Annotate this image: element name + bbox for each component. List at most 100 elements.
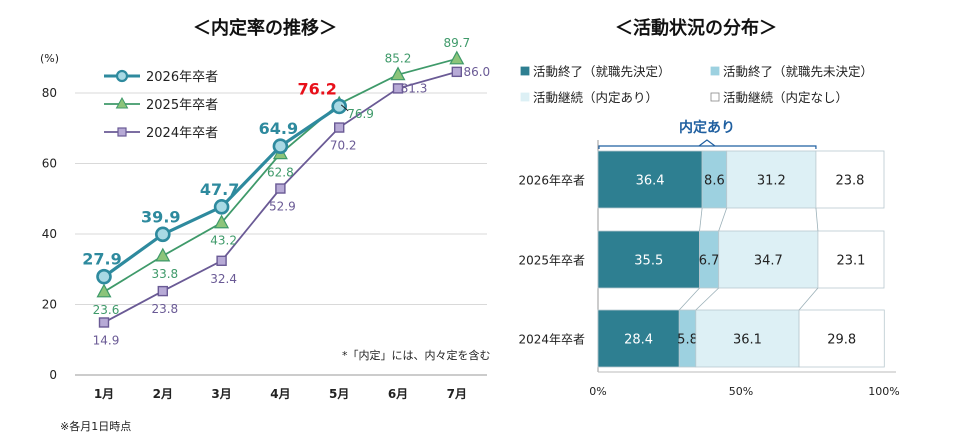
legend-label: 活動継続（内定なし） (723, 90, 848, 105)
data-label: 43.2 (210, 234, 237, 248)
connector-line (695, 287, 719, 311)
data-label: 76.2 (297, 79, 336, 98)
point-marker (155, 247, 171, 262)
x-tick-label: 4月 (270, 387, 290, 401)
line-chart-note: *「内定」には、内々定を含む (342, 349, 491, 362)
data-label: 34.7 (754, 254, 783, 269)
legend-marker (115, 96, 129, 109)
data-label: 14.9 (93, 333, 120, 347)
point-marker (96, 268, 112, 285)
point-marker (98, 317, 110, 328)
point-marker (275, 183, 286, 194)
connector-line (699, 207, 703, 232)
data-label: 47.7 (200, 180, 239, 199)
x-tick-label: 100% (868, 385, 899, 398)
y-tick-label: 20 (42, 298, 57, 312)
connector-line (815, 207, 819, 232)
legend-label: 活動終了（就職先決定） (533, 64, 671, 79)
bar-segment (817, 230, 885, 289)
x-tick-label: 7月 (447, 387, 467, 401)
data-label: 89.7 (443, 36, 470, 50)
x-tick-label: 50% (729, 385, 753, 398)
legend-label: 2026年卒者 (146, 70, 218, 85)
bar-segment (718, 230, 819, 289)
legend-marker (117, 127, 127, 137)
data-label: 29.8 (827, 333, 856, 348)
y-axis-unit-label: (%) (40, 52, 59, 65)
data-label: 31.2 (757, 174, 786, 189)
point-marker (449, 50, 465, 65)
data-label: 64.9 (259, 119, 298, 138)
connector-line (678, 287, 700, 311)
line-chart-title: ＜内定率の推移＞ (193, 18, 337, 39)
data-label: 39.9 (141, 207, 180, 226)
bar-segment (695, 309, 800, 368)
data-label: 5.8 (677, 333, 698, 348)
bar-chart-title: ＜活動状況の分布＞ (615, 18, 777, 39)
data-label: 76.9 (347, 107, 374, 121)
point-marker (96, 283, 112, 298)
legend-label: 2025年卒者 (146, 98, 218, 113)
y-tick-label: 40 (42, 227, 57, 241)
bracket (598, 145, 817, 149)
legend-marker (520, 92, 530, 102)
connector-line (718, 207, 728, 232)
legend-marker (115, 69, 129, 83)
bracket-label: 内定あり (679, 119, 735, 136)
data-label: 86.0 (463, 65, 490, 79)
legend-label: 活動継続（内定あり） (533, 90, 658, 105)
data-label: 32.4 (210, 272, 237, 286)
data-label: 36.4 (636, 174, 665, 189)
x-tick-label: 6月 (388, 387, 408, 401)
data-label: 70.2 (330, 139, 357, 153)
data-label: 52.9 (269, 200, 296, 214)
legend-marker (710, 92, 720, 102)
point-marker (214, 214, 230, 229)
x-tick-label: 5月 (329, 387, 349, 401)
bar-segment (726, 150, 817, 209)
bar-segment (597, 230, 700, 289)
data-label: 23.8 (835, 174, 864, 189)
bar-segment (597, 309, 680, 368)
connector-line (798, 287, 819, 311)
y-tick-label: 0 (49, 368, 57, 382)
data-label: 23.8 (151, 302, 178, 316)
point-marker (216, 255, 227, 266)
y-tick-label: 60 (42, 157, 57, 171)
x-tick-label: 3月 (211, 387, 231, 401)
footnote: ※各月1日時点 (60, 420, 132, 433)
legend-marker (710, 66, 720, 76)
point-marker (157, 285, 169, 297)
legend-marker (520, 66, 530, 76)
category-label: 2024年卒者 (518, 333, 585, 347)
point-marker (392, 83, 404, 94)
data-label: 33.8 (151, 267, 178, 281)
data-label: 23.1 (836, 254, 865, 269)
bracket-pointer (698, 139, 716, 147)
point-marker (272, 138, 289, 155)
legend-label: 2024年卒者 (146, 126, 218, 141)
category-label: 2026年卒者 (518, 174, 585, 188)
bar-segment (815, 150, 885, 209)
legend-label: 活動終了（就職先未決定） (723, 64, 873, 79)
bar-segment (798, 309, 885, 368)
category-label: 2025年卒者 (518, 254, 585, 268)
data-label: 36.1 (733, 333, 762, 348)
data-label: 81.3 (401, 81, 428, 95)
y-tick-label: 80 (42, 86, 57, 100)
x-tick-label: 0% (589, 385, 606, 398)
label-leader-line (340, 104, 349, 112)
data-label: 8.6 (704, 174, 725, 189)
data-label: 6.7 (699, 254, 720, 269)
data-label: 85.2 (385, 52, 412, 66)
point-marker (334, 122, 345, 133)
data-label: 27.9 (82, 250, 121, 269)
point-marker (213, 199, 230, 215)
data-label: 62.8 (267, 166, 294, 180)
point-marker (390, 66, 406, 81)
point-marker (451, 66, 462, 78)
point-marker (331, 98, 348, 115)
data-label: 28.4 (624, 333, 653, 348)
x-tick-label: 1月 (94, 387, 114, 401)
